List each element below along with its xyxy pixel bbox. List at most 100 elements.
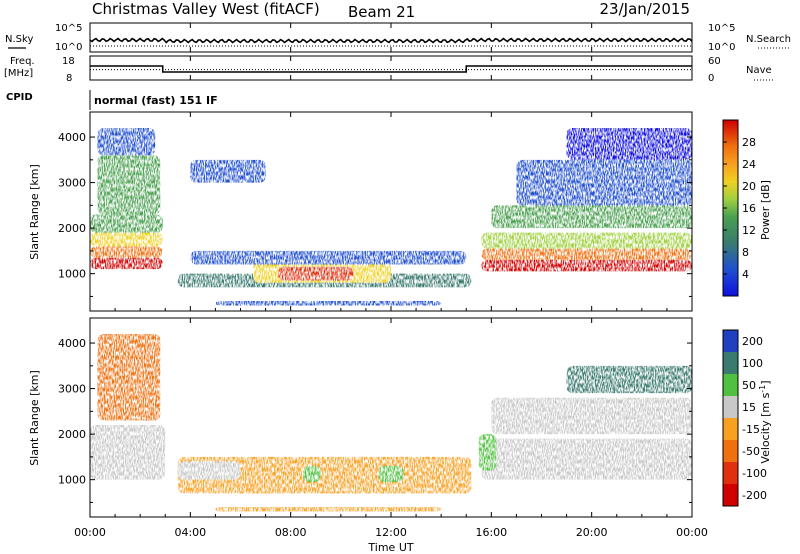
y-tick-label: 3000 [58,383,86,396]
y-tick-label: 2000 [58,428,86,441]
cpid-label: CPID [6,92,33,103]
date-label: 23/Jan/2015 [600,0,691,18]
velocity-region [215,506,442,512]
nave-tick-top: 60 [708,56,721,67]
power-region [491,205,692,229]
nsky-label: N.Sky [5,34,33,45]
noise-tick-top-left: 10^5 [55,23,82,34]
velocity-region [303,465,321,482]
nave-tick-bottom: 0 [708,73,714,84]
power-y-label: Slant Range [km] [28,164,41,260]
power-region [97,127,156,156]
frequency-series [90,65,692,73]
velocity-colorbar-tick-label: 50 [742,379,756,392]
x-tick-label: 04:00 [174,526,206,539]
power-colorbar-tick-label: 4 [742,268,749,281]
power-region [481,232,692,249]
frequency-line [90,65,692,73]
velocity-colorbar-segment [723,396,738,418]
velocity-colorbar-tick-label: -50 [742,445,760,458]
velocity-colorbar-segment [723,374,738,396]
x-tick-label: 00:00 [74,526,106,539]
power-colorbar-tick-label: 28 [742,136,756,149]
velocity-region [478,434,497,471]
velocity-y-axis: 1000 2000 3000 4000 [58,337,692,503]
velocity-region [97,333,161,421]
velocity-colorbar-tick-label: 100 [742,357,763,370]
x-tick-label: 12:00 [375,526,407,539]
velocity-region [177,461,241,480]
power-region [190,159,266,183]
power-colorbar-tick-label: 20 [742,180,756,193]
velocity-colorbar-label: Velocity [m s-1] [758,380,773,463]
y-tick-label: 4000 [58,337,86,350]
velocity-colorbar-tick-label: -100 [742,467,767,480]
freq-tick-top: 18 [62,56,75,67]
power-colorbar-label: Power [dB] [759,180,772,240]
velocity-colorbar-tick-label: -15 [742,423,760,436]
x-tick-label: 20:00 [576,526,608,539]
power-region [90,232,163,247]
velocity-region [481,438,692,480]
y-tick-label: 1000 [58,268,86,281]
power-region [481,248,692,260]
power-region [516,159,692,206]
power-region [90,257,163,270]
power-region [90,214,163,233]
velocity-region [566,365,692,394]
velocity-colorbar-segment [723,418,738,440]
y-tick-label: 1000 [58,474,86,487]
nsky-line [89,37,693,44]
noise-tick-bottom-right: 10^0 [708,42,735,53]
power-region [215,300,442,306]
power-colorbar-tick-label: 12 [742,224,756,237]
noise-series [89,37,693,47]
power-colorbar-tick-label: 16 [742,202,756,215]
velocity-colorbar-segment [723,352,738,374]
cpid-text: normal (fast) 151 IF [94,94,218,107]
power-region [278,266,354,281]
power-y-axis: 1000 2000 3000 4000 [58,131,692,297]
y-tick-label: 2000 [58,222,86,235]
y-tick-label: 4000 [58,131,86,144]
noise-tick-top-right: 10^5 [708,23,735,34]
velocity-colorbar-tick-label: -200 [742,489,767,502]
nsearch-label: N.Search [746,34,791,45]
velocity-colorbar [722,329,739,507]
power-region [90,246,163,258]
x-axis: 00:00 04:00 08:00 12:00 16:00 20:00 00:00 [74,23,708,539]
chart-title: Christmas Valley West (fitACF) [92,0,320,18]
velocity-heatmap [90,333,692,512]
power-region [190,250,467,265]
power-heatmap [90,127,692,306]
power-region [566,127,692,160]
power-region [481,259,692,272]
power-colorbar-ticks: 4 8 12 16 20 24 28 [723,136,756,281]
x-tick-label: 00:00 [676,526,708,539]
freq-tick-bottom: 8 [66,73,72,84]
velocity-colorbar-segment [723,330,738,352]
velocity-region [177,456,472,494]
power-region [97,155,161,215]
beam-label: Beam 21 [348,3,415,21]
velocity-region [90,425,166,480]
freq-label-1: Freq. [10,56,35,67]
velocity-colorbar-frame [722,329,739,507]
x-axis-label: Time UT [367,541,413,554]
y-tick-label: 3000 [58,177,86,190]
nave-label: Nave [746,65,772,76]
velocity-colorbar-ticks: 200 100 50 15 -15 -50 -100 -200 [742,335,767,502]
x-tick-label: 16:00 [475,526,507,539]
power-colorbar-tick-label: 8 [742,246,749,259]
velocity-y-label: Slant Range [km] [28,370,41,466]
velocity-colorbar-tick-label: 200 [742,335,763,348]
noise-tick-bottom-left: 10^0 [55,42,82,53]
velocity-colorbar-tick-label: 15 [742,401,756,414]
power-colorbar-tick-label: 24 [742,158,756,171]
velocity-colorbar-segment [723,462,738,484]
x-tick-label: 08:00 [275,526,307,539]
velocity-colorbar-segment [723,484,738,506]
freq-label-2: [MHz] [4,68,33,79]
velocity-region [491,397,692,435]
